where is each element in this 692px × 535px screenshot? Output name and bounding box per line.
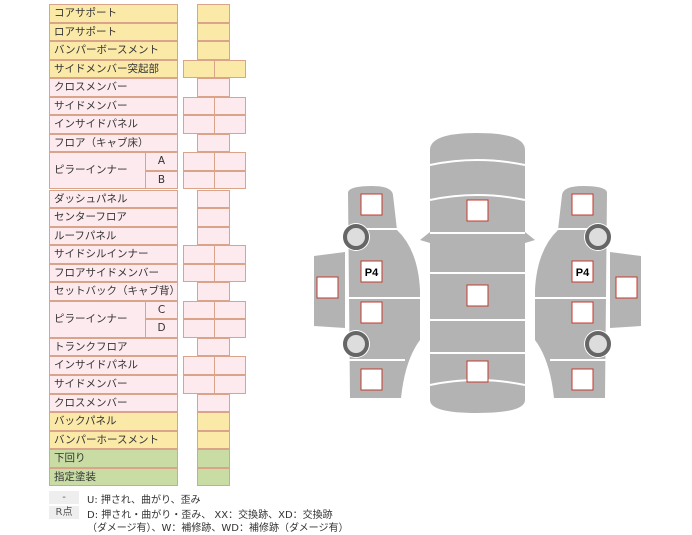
row-label: ダッシュパネル bbox=[49, 189, 178, 208]
marker-center-roof[interactable] bbox=[466, 284, 489, 307]
rating-cell[interactable] bbox=[214, 375, 246, 394]
row-label: サイドメンバー突起部 bbox=[49, 59, 178, 79]
rating-cell[interactable] bbox=[214, 96, 246, 116]
rating-cell[interactable] bbox=[214, 319, 246, 338]
marker-center-rear[interactable] bbox=[466, 360, 489, 383]
row-sublabel: A bbox=[145, 152, 178, 171]
rating-cell[interactable] bbox=[197, 393, 230, 413]
row-label: ロアサポート bbox=[49, 22, 178, 42]
rating-cell[interactable] bbox=[197, 467, 230, 487]
legend-key-dash: - bbox=[49, 491, 79, 504]
rating-cell[interactable] bbox=[197, 337, 230, 357]
marker-right-outer[interactable] bbox=[615, 276, 638, 299]
marker-right-rear-door[interactable] bbox=[571, 301, 594, 324]
row-label: インサイドパネル bbox=[49, 115, 178, 134]
legend-text-u: U: 押され、曲がり、歪み bbox=[87, 495, 201, 506]
legend-key-r: R点 bbox=[49, 506, 79, 519]
rating-cell[interactable] bbox=[197, 208, 230, 227]
wheel-icons bbox=[342, 223, 612, 358]
marker-left-p4[interactable] bbox=[360, 260, 383, 283]
row-label: ルーフパネル bbox=[49, 226, 178, 246]
marker-right-rear[interactable] bbox=[571, 368, 594, 391]
row-sublabel: C bbox=[145, 300, 178, 320]
rating-cell[interactable] bbox=[197, 282, 230, 301]
row-label: コアサポート bbox=[49, 4, 178, 23]
rating-cell[interactable] bbox=[214, 300, 246, 320]
left-p4-label: P4 bbox=[365, 267, 379, 279]
rating-cell[interactable] bbox=[197, 189, 230, 208]
rating-cell[interactable] bbox=[214, 263, 246, 283]
row-label: フロア（キャブ床） bbox=[49, 133, 178, 153]
row-label: クロスメンバー bbox=[49, 78, 178, 97]
row-sublabel: D bbox=[145, 319, 178, 338]
row-label: バックパネル bbox=[49, 412, 178, 431]
marker-center-front[interactable] bbox=[466, 199, 489, 222]
row-label: ピラーインナー bbox=[49, 152, 146, 190]
row-label: センターフロア bbox=[49, 208, 178, 227]
rating-cell[interactable] bbox=[197, 133, 230, 153]
row-label: フロアサイドメンバー bbox=[49, 263, 178, 283]
row-label: トランクフロア bbox=[49, 337, 178, 357]
row-label: サイドメンバー bbox=[49, 375, 178, 394]
rating-cell[interactable] bbox=[214, 170, 246, 190]
rating-cell[interactable] bbox=[197, 22, 230, 42]
marker-right-front[interactable] bbox=[571, 193, 594, 216]
row-label: 下回り bbox=[49, 449, 178, 468]
legend-text-d: D: 押され・曲がり・歪み、 XX：交換跡、XD：交換跡 bbox=[87, 510, 333, 521]
rating-cell[interactable] bbox=[214, 245, 246, 264]
marker-left-rear[interactable] bbox=[360, 368, 383, 391]
row-label: セットバック（キャブ背） bbox=[49, 282, 180, 301]
legend-text-d2: （ダメージ有）、W：補修跡、WD：補修跡（ダメージ有） bbox=[87, 523, 349, 534]
rating-cell[interactable] bbox=[214, 152, 246, 171]
row-label: サイドシルインナー bbox=[49, 245, 178, 264]
rating-cell[interactable] bbox=[197, 449, 230, 468]
row-label: インサイドパネル bbox=[49, 356, 178, 375]
marker-left-front[interactable] bbox=[360, 193, 383, 216]
rating-cell[interactable] bbox=[214, 356, 246, 375]
rating-cell[interactable] bbox=[197, 430, 230, 450]
row-label: バンパーボースメント bbox=[49, 41, 178, 60]
row-label: 指定塗装 bbox=[49, 467, 178, 487]
marker-right-p4[interactable] bbox=[571, 260, 594, 283]
right-p4-label: P4 bbox=[576, 267, 590, 279]
rating-cell[interactable] bbox=[197, 78, 230, 97]
rating-cell[interactable] bbox=[214, 59, 246, 79]
rating-cell[interactable] bbox=[197, 412, 230, 431]
row-sublabel: B bbox=[145, 170, 178, 190]
rating-cell[interactable] bbox=[197, 4, 230, 23]
rating-cell[interactable] bbox=[214, 115, 246, 134]
marker-left-rear-door[interactable] bbox=[360, 301, 383, 324]
rating-cell[interactable] bbox=[197, 41, 230, 60]
row-label: バンパーホースメント bbox=[49, 430, 178, 450]
row-label: クロスメンバー bbox=[49, 393, 178, 413]
row-label: サイドメンバー bbox=[49, 96, 178, 116]
rating-cell[interactable] bbox=[197, 226, 230, 246]
marker-left-outer[interactable] bbox=[316, 276, 339, 299]
row-label: ピラーインナー bbox=[49, 300, 146, 338]
